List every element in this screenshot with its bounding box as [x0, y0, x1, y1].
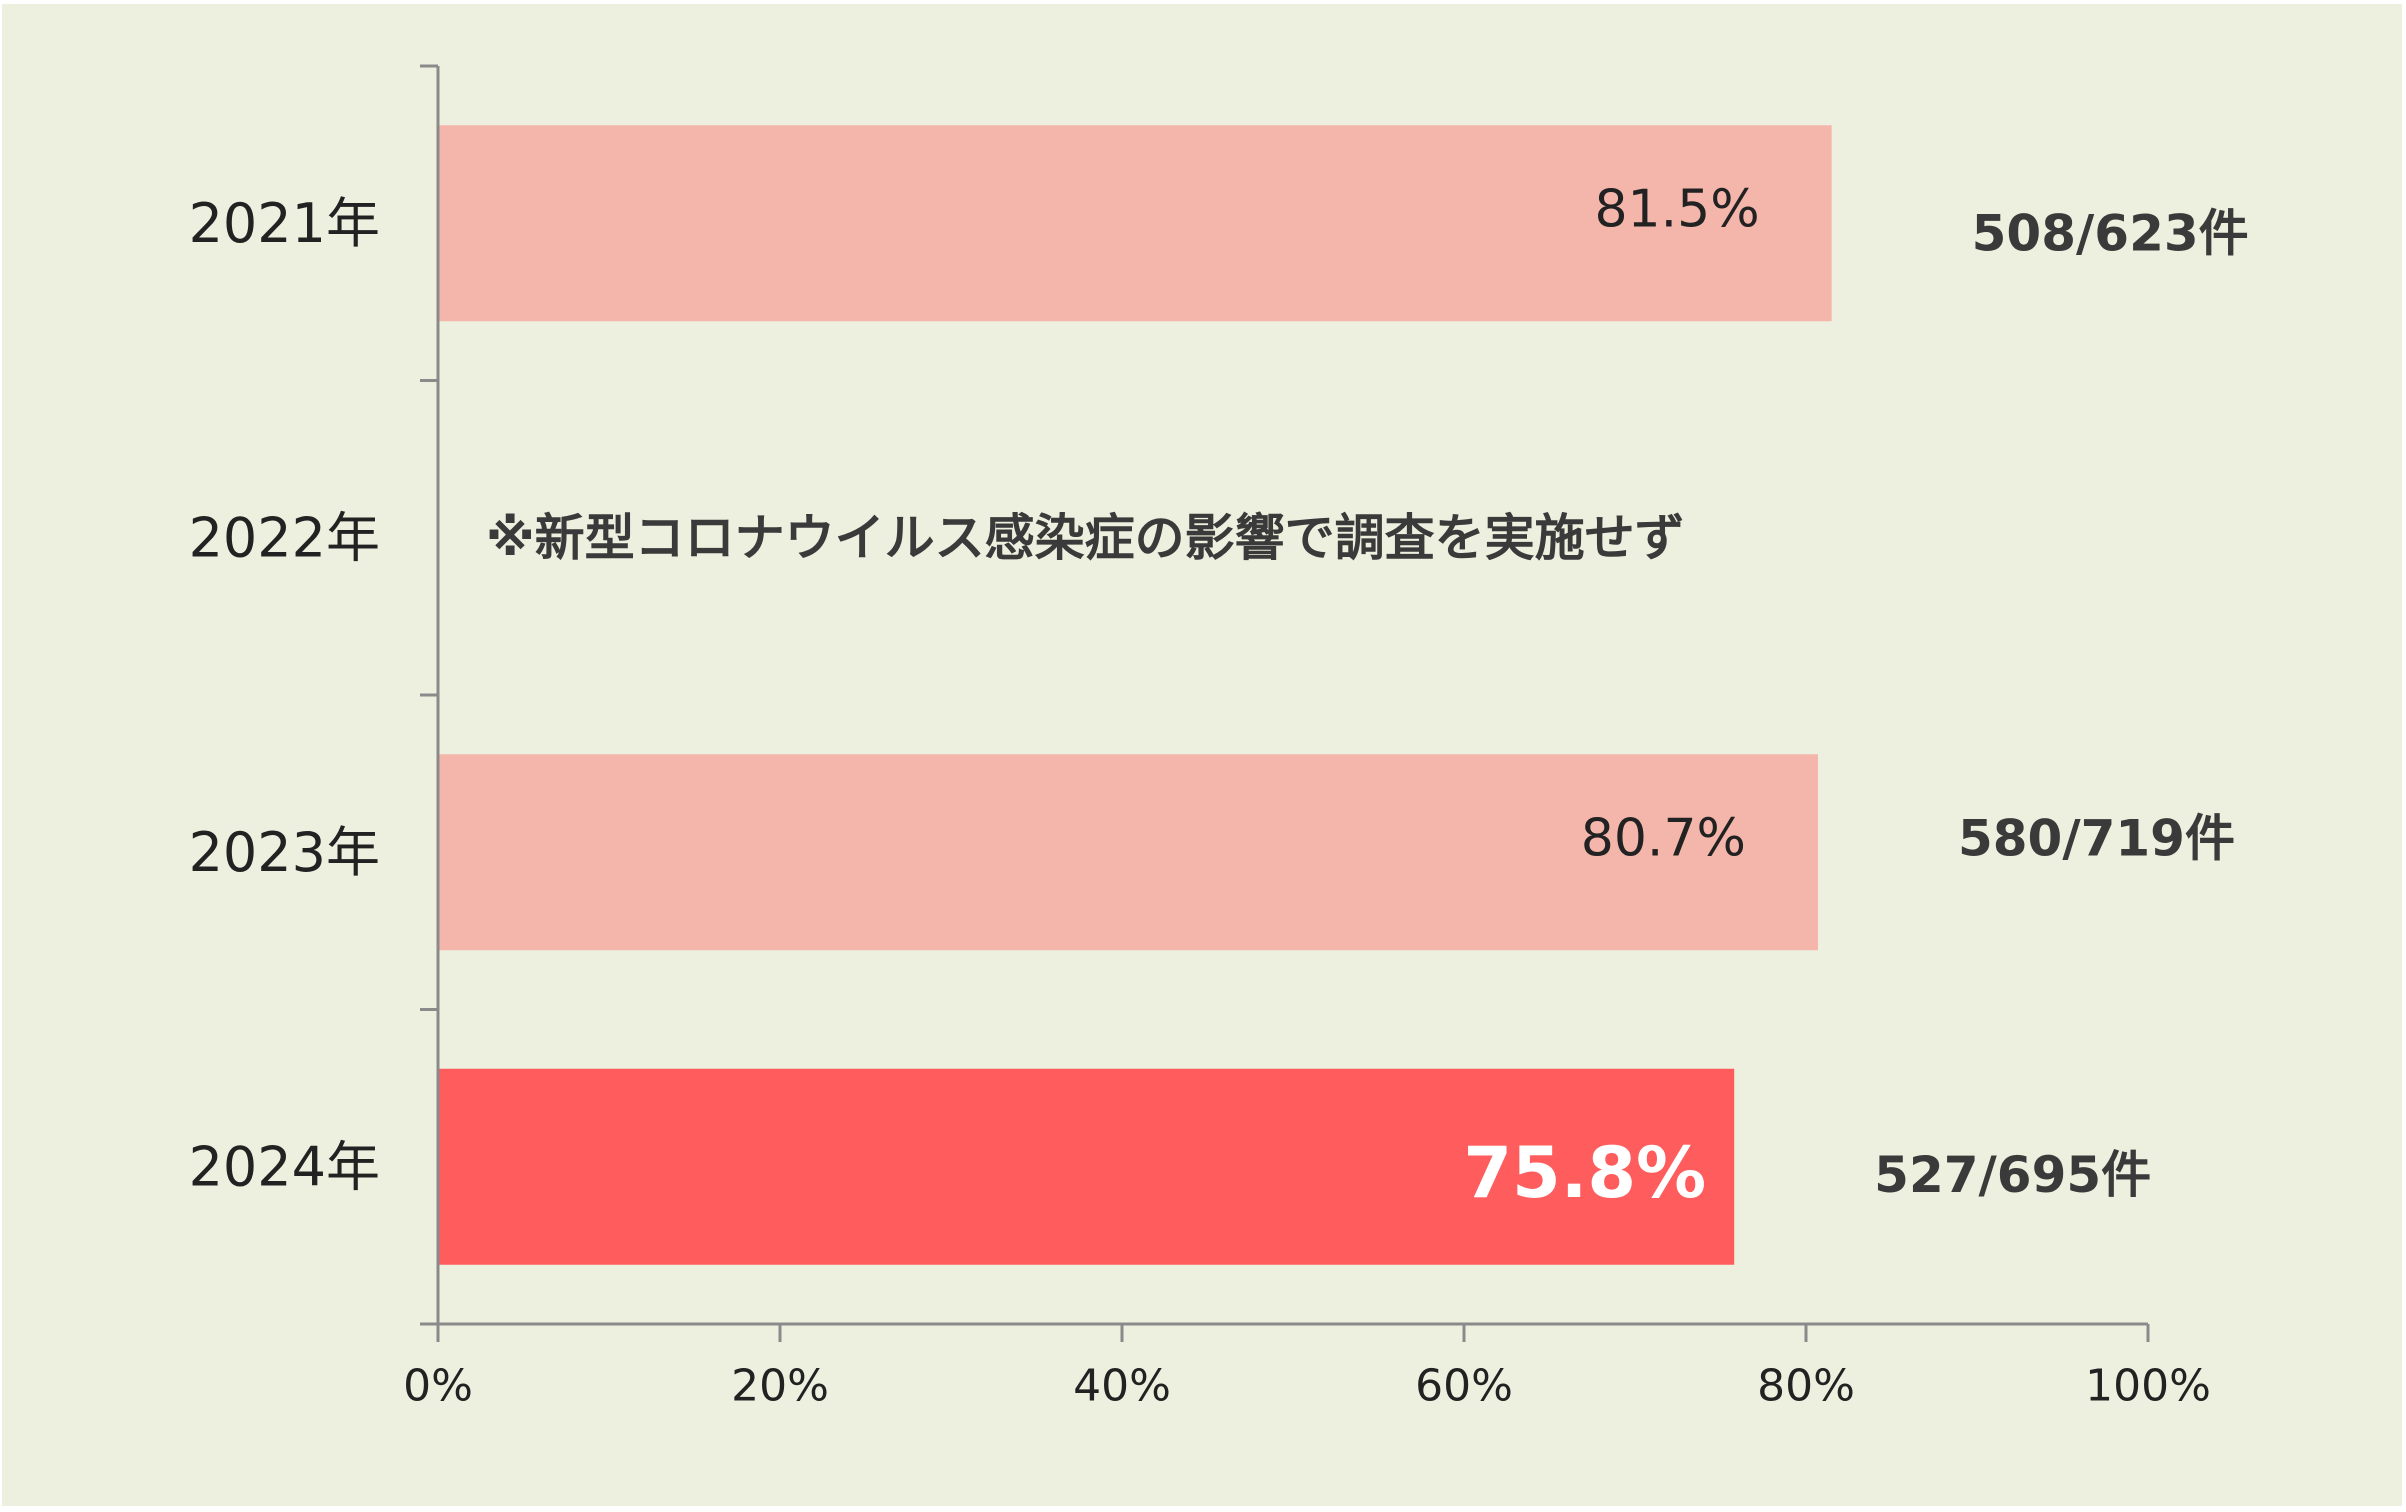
category-label: 2024年: [189, 1135, 380, 1198]
category-label: 2022年: [189, 506, 380, 569]
count-label: 508/623件: [1972, 204, 2249, 262]
bar-value-label: 80.7%: [1581, 808, 1746, 868]
count-label: 580/719件: [1958, 809, 2235, 867]
labels-layer: 2021年 81.5% 508/623件 2022年 2023年 80.7% 580/719…: [189, 179, 2249, 1411]
bars-layer: [438, 125, 1832, 1265]
chart-area: 2021年 81.5% 508/623件 2022年 2023年 80.7% 580/719…: [2, 4, 2402, 1506]
x-tick-label: 60%: [1415, 1361, 1513, 1412]
x-tick-label: 80%: [1757, 1361, 1855, 1412]
x-tick-label: 20%: [731, 1361, 829, 1412]
axes-layer: [420, 64, 2150, 1342]
bar-value-label: 75.8%: [1463, 1132, 1706, 1214]
no-survey-note: ※新型コロナウイルス感染症の影響で調査を実施せず: [486, 509, 1685, 567]
bar-chart: 2021年 81.5% 508/623件 2022年 2023年 80.7% 580/719…: [189, 64, 2249, 1412]
bar-highlight: [438, 1068, 1735, 1265]
x-tick-label: 0%: [403, 1361, 473, 1412]
category-label: 2021年: [189, 192, 380, 255]
bar-value-label: 81.5%: [1594, 179, 1759, 239]
x-tick-label: 40%: [1073, 1361, 1171, 1412]
bar: [438, 754, 1818, 951]
x-tick-label: 100%: [2085, 1361, 2211, 1412]
count-label: 527/695件: [1874, 1146, 2151, 1204]
category-label: 2023年: [189, 821, 380, 884]
bar: [438, 125, 1832, 322]
